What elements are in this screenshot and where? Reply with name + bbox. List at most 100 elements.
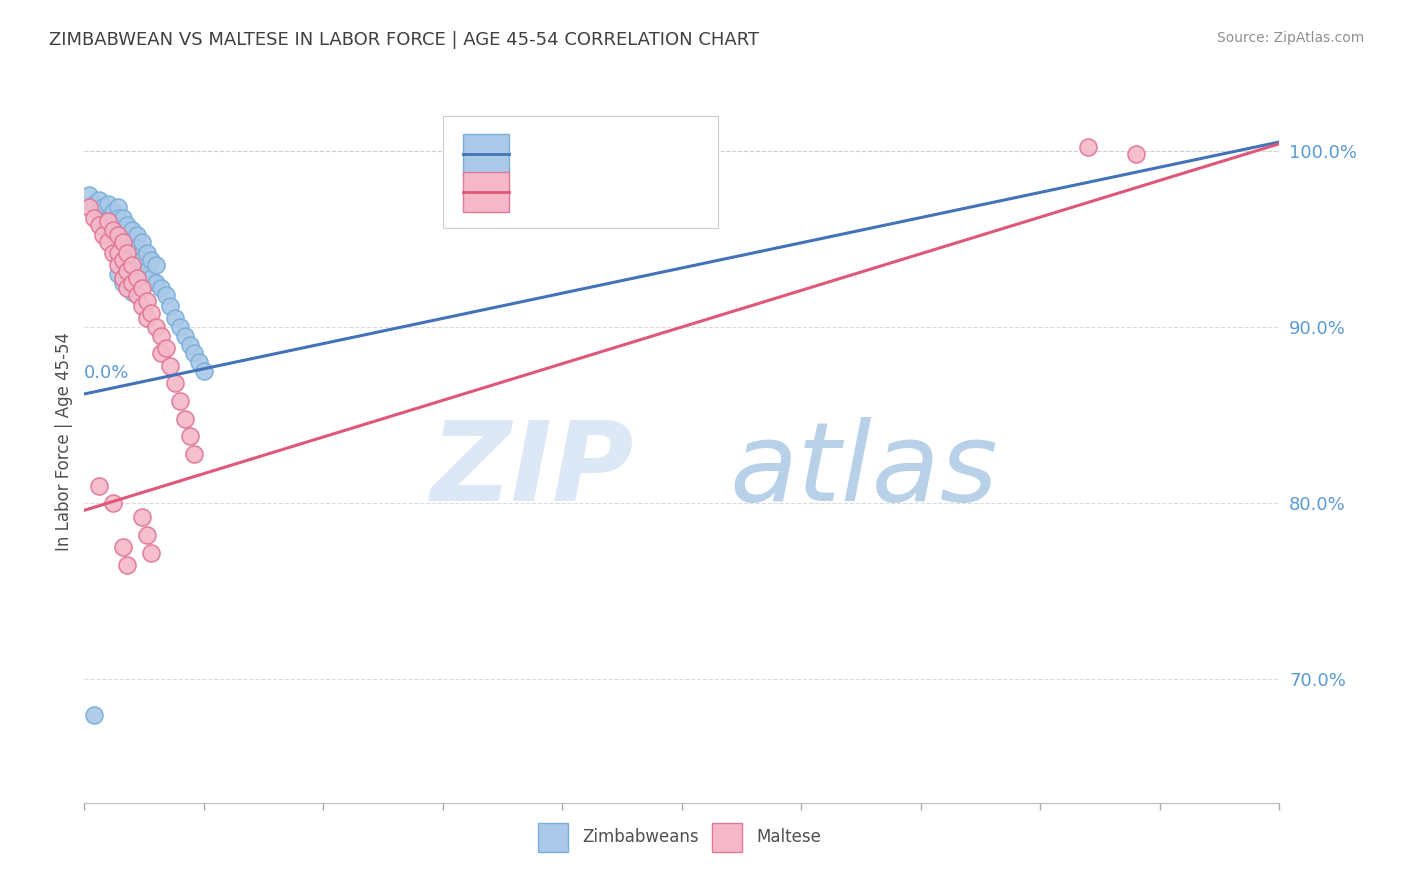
Point [111, 223, 134, 237]
Point [188, 355, 211, 369]
Point [107, 258, 129, 272]
Point [155, 341, 177, 355]
Point [169, 320, 191, 334]
Point [125, 288, 148, 302]
Point [101, 496, 124, 510]
Point [135, 528, 157, 542]
Point [149, 281, 172, 295]
Point [111, 250, 134, 264]
Point [111, 541, 134, 555]
Point [145, 320, 167, 334]
Text: ZIP: ZIP [430, 417, 634, 524]
Point [145, 276, 167, 290]
Point [125, 258, 148, 272]
Point [83, 707, 105, 722]
Point [1125, 147, 1147, 161]
Point [87, 478, 110, 492]
Point [121, 241, 143, 255]
Point [121, 253, 143, 268]
Point [159, 359, 181, 373]
Point [149, 328, 172, 343]
Text: Zimbabweans: Zimbabweans [582, 829, 699, 847]
Point [117, 263, 139, 277]
Point [141, 306, 163, 320]
Point [183, 346, 205, 360]
Point [193, 364, 215, 378]
Text: 0.0%: 0.0% [84, 364, 129, 382]
Point [93, 214, 115, 228]
Point [141, 545, 163, 559]
Point [87, 193, 110, 207]
Point [183, 447, 205, 461]
Point [131, 281, 153, 295]
Point [135, 263, 157, 277]
Text: R = 0.428   N = 50: R = 0.428 N = 50 [527, 145, 711, 163]
Point [131, 510, 153, 524]
FancyBboxPatch shape [463, 172, 509, 211]
Point [107, 200, 129, 214]
Point [125, 241, 148, 255]
Point [107, 232, 129, 246]
Point [107, 211, 129, 225]
Point [121, 223, 143, 237]
Point [87, 218, 110, 232]
Point [135, 311, 157, 326]
FancyBboxPatch shape [538, 823, 568, 852]
Point [173, 411, 195, 425]
Point [97, 196, 120, 211]
Point [101, 214, 124, 228]
Point [111, 276, 134, 290]
FancyBboxPatch shape [443, 116, 718, 228]
Point [145, 258, 167, 272]
Point [107, 223, 129, 237]
Point [83, 196, 105, 211]
Point [93, 200, 115, 214]
Point [111, 253, 134, 268]
Point [107, 246, 129, 260]
Text: Source: ZipAtlas.com: Source: ZipAtlas.com [1216, 31, 1364, 45]
Point [169, 394, 191, 409]
Text: atlas: atlas [730, 417, 998, 524]
Point [173, 328, 195, 343]
Point [117, 232, 139, 246]
Point [97, 218, 120, 232]
Point [159, 299, 181, 313]
Point [1077, 140, 1099, 154]
Point [93, 228, 115, 243]
Point [83, 211, 105, 225]
FancyBboxPatch shape [711, 823, 742, 852]
Point [101, 246, 124, 260]
Point [141, 253, 163, 268]
FancyBboxPatch shape [463, 135, 509, 174]
Point [155, 288, 177, 302]
Point [111, 235, 134, 250]
Y-axis label: In Labor Force | Age 45-54: In Labor Force | Age 45-54 [55, 332, 73, 551]
Point [117, 558, 139, 572]
Point [121, 258, 143, 272]
Point [107, 267, 129, 281]
Point [131, 299, 153, 313]
Point [77, 187, 100, 202]
Point [135, 293, 157, 308]
Point [179, 337, 201, 351]
Text: R = 0.536   N = 45: R = 0.536 N = 45 [527, 183, 711, 201]
Point [179, 429, 201, 443]
Text: Maltese: Maltese [756, 829, 821, 847]
Point [101, 223, 124, 237]
Point [101, 223, 124, 237]
Point [97, 214, 120, 228]
Point [101, 205, 124, 219]
Point [135, 246, 157, 260]
Point [121, 276, 143, 290]
Point [111, 235, 134, 250]
Point [125, 270, 148, 285]
Point [117, 246, 139, 260]
Point [125, 228, 148, 243]
Point [117, 218, 139, 232]
Point [149, 346, 172, 360]
Text: ZIMBABWEAN VS MALTESE IN LABOR FORCE | AGE 45-54 CORRELATION CHART: ZIMBABWEAN VS MALTESE IN LABOR FORCE | A… [49, 31, 759, 49]
Point [165, 376, 187, 391]
Point [117, 281, 139, 295]
Point [111, 211, 134, 225]
Point [111, 270, 134, 285]
